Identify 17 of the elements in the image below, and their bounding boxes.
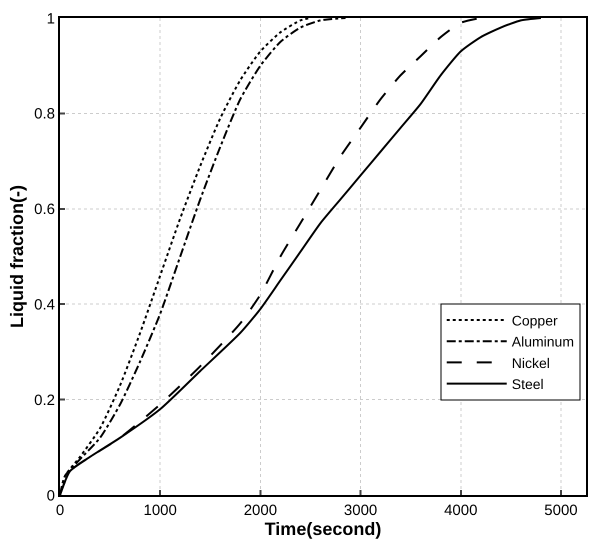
y-tick-label: 0.6 bbox=[34, 201, 55, 218]
x-tick-label: 5000 bbox=[544, 502, 578, 519]
x-tick-label: 1000 bbox=[144, 502, 177, 519]
y-tick-label: 1 bbox=[46, 10, 55, 28]
y-axis-title: Liquid fraction(-) bbox=[6, 185, 27, 328]
x-tick-label: 3000 bbox=[344, 502, 378, 519]
x-tick-label: 4000 bbox=[444, 502, 478, 519]
y-tick-label: 0.8 bbox=[34, 106, 55, 123]
legend-label: Nickel bbox=[512, 354, 550, 371]
x-axis-title: Time(second) bbox=[264, 519, 382, 539]
y-tick-label: 0.2 bbox=[34, 392, 55, 409]
legend-label: Copper bbox=[512, 312, 558, 328]
legend-label: Steel bbox=[512, 376, 544, 392]
y-tick-label: 0 bbox=[46, 487, 55, 504]
legend-label: Aluminum bbox=[512, 334, 574, 350]
y-tick-label: 0.4 bbox=[34, 296, 55, 314]
x-tick-label: 2000 bbox=[244, 502, 278, 519]
